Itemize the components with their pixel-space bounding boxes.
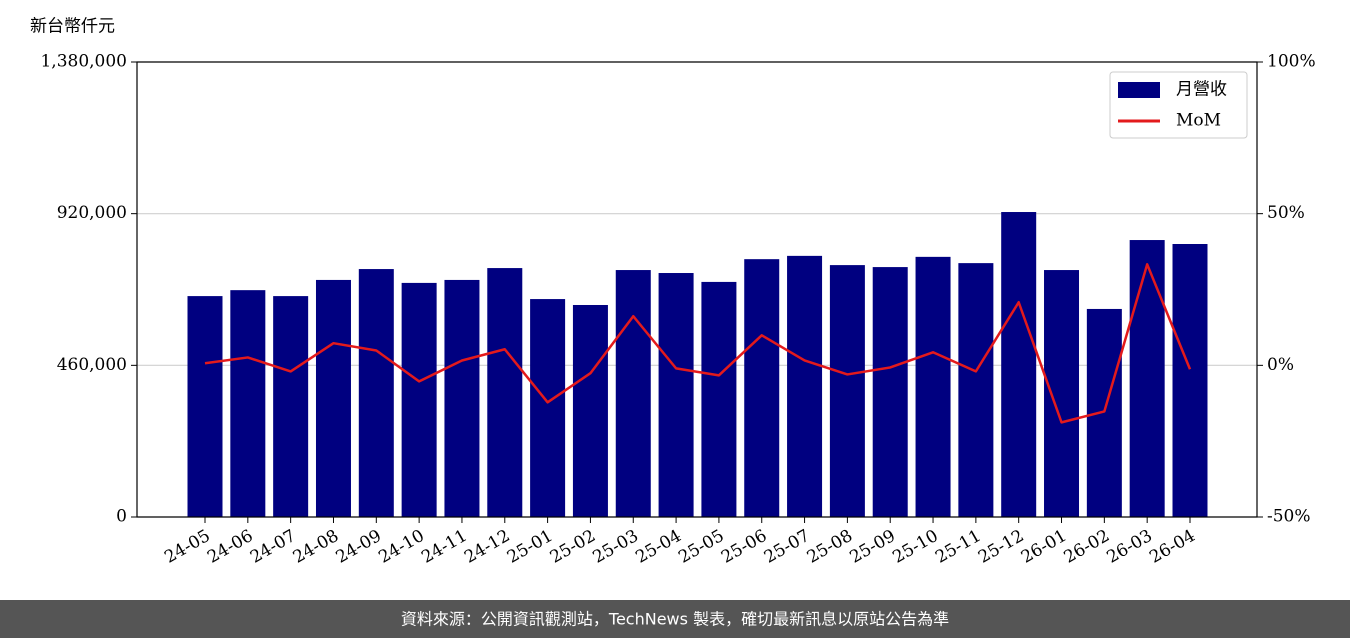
- plot-frame: [136, 61, 1258, 518]
- y-tick-label: 1,380,000: [40, 52, 127, 72]
- y2-tick-label: -50%: [1267, 507, 1311, 527]
- legend-label: 月營收: [1176, 80, 1227, 100]
- y-tick-label: 0: [116, 507, 127, 527]
- bar: [958, 263, 994, 517]
- bar: [187, 296, 223, 517]
- bar: [744, 259, 780, 517]
- footer-bar: [0, 600, 1350, 638]
- bar: [787, 255, 823, 517]
- bar: [1086, 308, 1122, 517]
- y-axis-label: 新台幣仟元: [30, 17, 115, 37]
- footer: 資料來源：公開資訊觀測站，TechNews 製表，確切最新訊息以原站公告為準: [401, 610, 949, 629]
- bar: [444, 279, 480, 517]
- bar: [230, 290, 266, 517]
- y-tick-label: 920,000: [57, 203, 127, 223]
- y2-tick-label: 50%: [1267, 203, 1305, 223]
- bar: [1172, 244, 1208, 517]
- bar: [1001, 212, 1037, 517]
- bar: [315, 279, 351, 517]
- bar: [273, 296, 309, 517]
- bar: [615, 270, 651, 517]
- bar: [1129, 240, 1165, 518]
- line: [204, 263, 1192, 424]
- bar: [401, 282, 437, 517]
- bar: [915, 256, 951, 517]
- legend-swatch: [1118, 82, 1160, 98]
- bar: [658, 273, 694, 517]
- bar: [487, 268, 523, 517]
- y2-tick-label: 100%: [1267, 52, 1316, 72]
- bar: [829, 265, 865, 517]
- bar: [358, 269, 394, 517]
- bar: [701, 281, 737, 517]
- bar: [572, 304, 608, 517]
- bar: [1044, 270, 1080, 517]
- y2-tick-label: 0%: [1267, 355, 1294, 375]
- legend-label: MoM: [1176, 111, 1221, 131]
- bar: [872, 267, 908, 517]
- bar: [530, 299, 566, 517]
- y-tick-label: 460,000: [57, 355, 127, 375]
